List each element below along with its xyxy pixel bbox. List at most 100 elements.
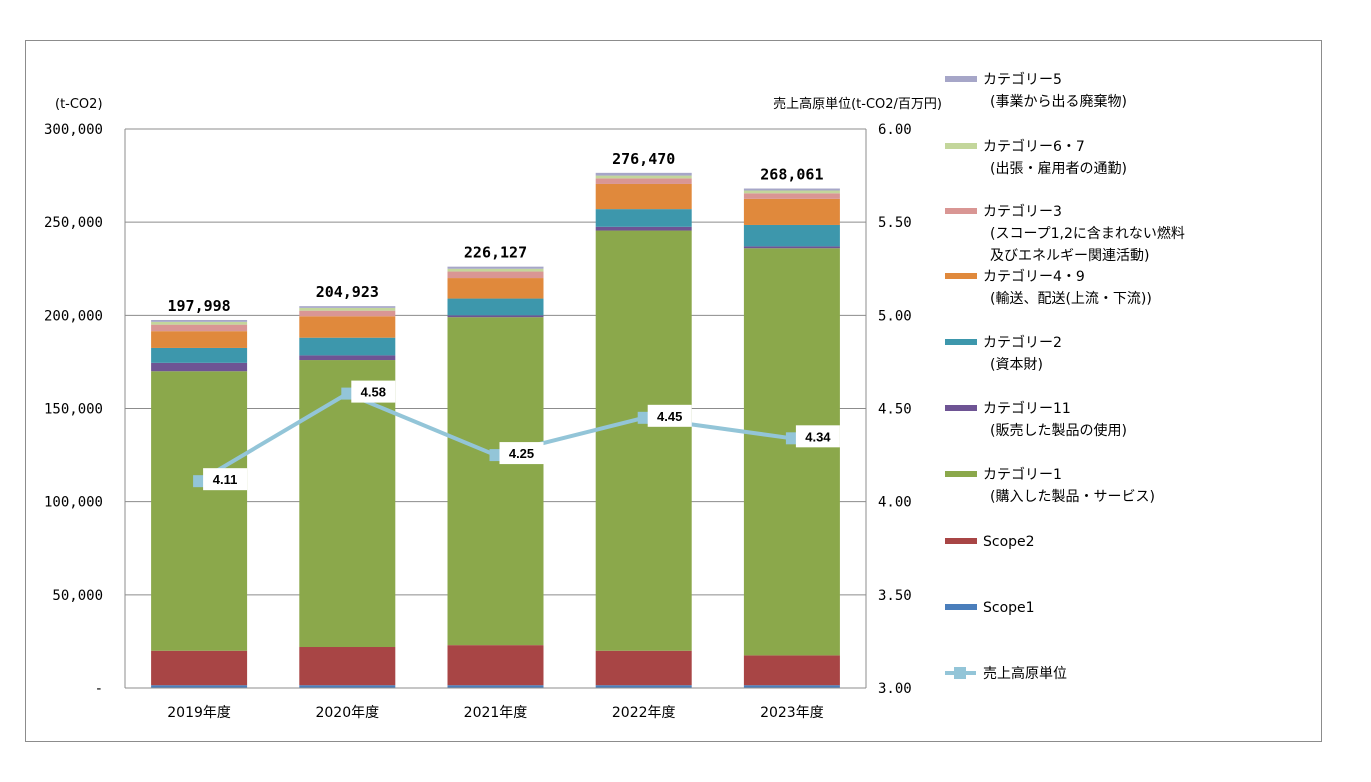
legend-label: (出張・雇用者の通勤) <box>990 160 1127 177</box>
bar-segment-cat1 <box>151 371 248 651</box>
bar-total-label: 276,470 <box>612 150 675 168</box>
y-tick-label: 250,000 <box>44 215 103 231</box>
bar-total-label: 197,998 <box>167 297 230 315</box>
x-tick-label: 2023年度 <box>760 705 824 721</box>
legend-label: (販売した製品の使用) <box>990 422 1127 439</box>
y2-tick-label: 4.50 <box>878 402 912 418</box>
gridlines <box>125 128 866 596</box>
legend-swatch-cat1 <box>945 471 977 477</box>
y-tick-label: 100,000 <box>44 495 103 511</box>
bar-segment-scope1 <box>595 685 692 688</box>
y-tick-label: - <box>95 681 103 697</box>
intensity-label: 4.58 <box>361 385 386 400</box>
bar-segment-scope2 <box>299 647 396 686</box>
y2-axis-unit: 売上高原単位(t-CO2/百万円) <box>773 96 942 112</box>
legend-label: カテゴリー1 <box>983 466 1062 483</box>
bar-segment-cat5 <box>595 172 692 176</box>
bars <box>151 172 840 688</box>
legend-label: カテゴリー11 <box>983 400 1071 417</box>
bar-segment-cat1 <box>595 230 692 651</box>
legend-label: Scope2 <box>983 534 1035 550</box>
y-tick-label: 300,000 <box>44 122 103 138</box>
bar-segment-cat2 <box>299 337 396 356</box>
intensity-marker <box>489 449 502 462</box>
bar-segment-cat11 <box>595 226 692 231</box>
intensity-line <box>193 387 798 488</box>
legend-swatch-cat11 <box>945 405 977 411</box>
y2-tick-label: 3.00 <box>878 681 912 697</box>
bar-segment-scope2 <box>595 650 692 686</box>
bar-segment-cat11 <box>743 246 840 249</box>
legend-swatch-cat49 <box>945 273 977 279</box>
bar-segment-cat1 <box>743 248 840 656</box>
bar-segment-cat1 <box>299 360 396 648</box>
y-tick-label: 200,000 <box>44 308 103 324</box>
bar-segment-cat67 <box>595 175 692 179</box>
x-tick-label: 2022年度 <box>612 705 676 721</box>
bar-segment-cat67 <box>447 268 544 272</box>
bar-segment-cat5 <box>743 188 840 191</box>
intensity-label-box <box>499 442 544 465</box>
bar-segment-cat11 <box>299 355 396 361</box>
y2-tick-label: 5.00 <box>878 308 912 324</box>
bar-segment-cat1 <box>447 317 544 646</box>
intensity-marker <box>193 475 206 488</box>
legend-swatch-scope2 <box>945 538 977 544</box>
legend-label: カテゴリー3 <box>983 203 1062 220</box>
bar-segment-scope1 <box>743 685 840 688</box>
legend-label: (スコープ1,2に含まれない燃料 <box>990 225 1185 242</box>
legend-label: カテゴリー4・9 <box>983 268 1085 285</box>
y2-tick-label: 6.00 <box>878 122 912 138</box>
legend-label: (購入した製品・サービス) <box>990 489 1155 505</box>
bar-segment-cat3 <box>151 324 248 332</box>
bar-segment-cat49 <box>743 198 840 225</box>
intensity-label-box <box>795 425 840 448</box>
bar-segment-cat11 <box>151 362 248 372</box>
legend-swatch-cat67 <box>945 143 977 149</box>
bar-segment-scope1 <box>447 685 544 688</box>
legend-label: カテゴリー2 <box>983 334 1062 351</box>
bar-segment-cat67 <box>151 321 248 325</box>
intensity-label-box <box>351 380 396 403</box>
legend-label: 売上高原単位 <box>983 665 1067 682</box>
bar-segment-cat49 <box>447 278 544 299</box>
legend-label: (資本財) <box>990 357 1043 373</box>
intensity-label: 4.45 <box>657 409 682 424</box>
bar-segment-cat5 <box>299 306 396 308</box>
bar-segment-cat3 <box>299 310 396 317</box>
bar-segment-cat49 <box>151 331 248 348</box>
bar-segment-cat3 <box>595 178 692 184</box>
legend: カテゴリー5 (事業から出る廃棄物) カテゴリー6・7 (出張・雇用者の通勤) カテゴリ… <box>945 71 1185 682</box>
y-tick-label: 150,000 <box>44 402 103 418</box>
y-axis-unit: (t-CO2) <box>55 97 103 112</box>
x-tick-label: 2020年度 <box>315 705 379 721</box>
bar-segment-cat3 <box>447 271 544 279</box>
legend-swatch-cat5 <box>945 76 977 82</box>
legend-label: (輸送、配送(上流・下流)) <box>990 291 1152 307</box>
bar-segment-cat5 <box>447 266 544 269</box>
legend-swatch-cat3 <box>945 208 977 214</box>
intensity-label: 4.11 <box>213 472 238 487</box>
bar-total-label: 268,061 <box>760 166 823 184</box>
legend-swatch-cat2 <box>945 339 977 345</box>
bar-total-label: 226,127 <box>464 244 527 262</box>
axes: 300,000 250,000 200,000 150,000 100,000 50,00… <box>44 122 912 721</box>
x-tick-label: 2019年度 <box>167 705 231 721</box>
bar-segment-cat2 <box>595 209 692 227</box>
legend-label: (事業から出る廃棄物) <box>990 93 1127 110</box>
bar-segment-cat49 <box>299 316 396 338</box>
legend-label: カテゴリー6・7 <box>983 138 1085 155</box>
bar-segment-cat11 <box>447 315 544 318</box>
legend-label: 及びエネルギー関連活動) <box>990 248 1149 264</box>
y2-tick-label: 4.00 <box>878 495 912 511</box>
bar-segment-cat67 <box>743 190 840 194</box>
intensity-label-box <box>647 404 692 427</box>
x-tick-label: 2021年度 <box>464 705 528 721</box>
bar-segment-scope2 <box>151 650 248 686</box>
bar-segment-cat3 <box>743 193 840 199</box>
intensity-marker <box>341 387 354 400</box>
bar-segment-cat49 <box>595 183 692 210</box>
bar-segment-cat2 <box>743 224 840 247</box>
intensity-marker <box>785 432 798 445</box>
